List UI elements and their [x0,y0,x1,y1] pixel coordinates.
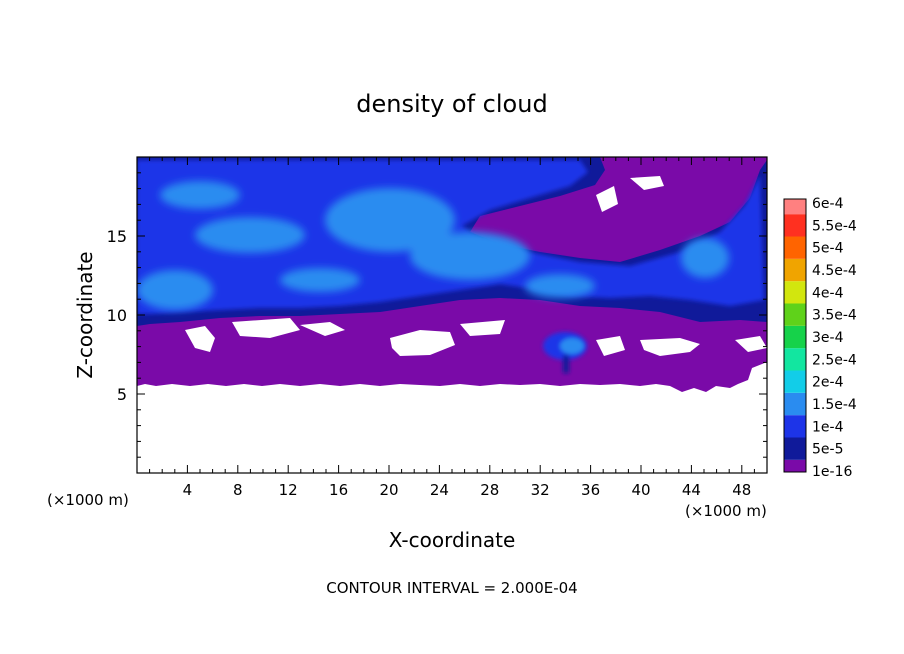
x-tick-label: 16 [329,481,348,499]
colorbar-swatch [784,459,806,472]
colorbar-label: 6e-4 [812,196,844,212]
colorbar-label: 3.5e-4 [812,308,857,324]
colorbar-swatch [784,348,806,371]
x-unit-right: (×1000 m) [685,502,767,520]
colorbar-swatch [784,370,806,393]
colorbar-swatch [784,214,806,237]
clear-air-gaps [185,176,767,356]
colorbar-swatch [784,415,806,438]
colorbar-label: 1e-16 [812,464,852,480]
colorbar-label: 5.5e-4 [812,218,857,234]
colorbar-frame [783,198,807,473]
x-tick-label: 20 [379,481,398,499]
x-tick-label: 36 [581,481,600,499]
colorbar-swatch [784,258,806,282]
colorbar-label: 1e-4 [812,419,844,435]
colorbar-swatch [784,236,806,259]
colorbar-label: 3e-4 [812,330,844,346]
colorbar-label: 5e-5 [812,442,843,458]
x-tick-label: 4 [183,481,193,499]
y-tick-label: 5 [117,385,127,404]
chart-title: density of cloud [356,90,547,118]
x-tick-label: 32 [531,481,550,499]
x-tick-labels: 4 8 12 16 20 24 28 32 36 40 44 48 [183,481,752,499]
colorbar-label: 1.5e-4 [812,397,857,413]
y-axis-label: Z-coordinate [73,251,97,378]
colorbar-swatch [784,281,806,304]
x-tick-label: 28 [480,481,499,499]
colorbar-label: 5e-4 [812,241,844,257]
x-tick-label: 24 [430,481,449,499]
convective-cell [543,332,587,373]
colorbar-label: 4e-4 [812,285,844,301]
colorbar-swatch [784,392,806,416]
plot-area [137,157,767,392]
x-tick-label: 12 [279,481,298,499]
y-tick-label: 15 [107,227,127,246]
colorbar-label: 4.5e-4 [812,263,857,279]
colorbar-label: 2e-4 [812,375,844,391]
cloud-core-patches [137,181,729,310]
x-tick-label: 48 [732,481,751,499]
colorbar-label: 2.5e-4 [812,352,857,368]
contour-interval-label: CONTOUR INTERVAL = 2.000E-04 [326,579,577,597]
x-tick-label: 8 [233,481,243,499]
y-tick-label: 10 [107,306,127,325]
tick-marks [137,157,767,473]
colorbar-swatch [784,303,806,326]
colorbar-swatch [784,437,806,460]
x-tick-label: 40 [631,481,650,499]
x-tick-label: 44 [682,481,701,499]
colorbar-swatch [784,325,806,349]
colorbar-swatch [784,199,806,215]
y-tick-labels: 5 10 15 [107,227,127,404]
colorbar: 1e-16 5e-5 1e-4 1.5e-4 2e-4 2.5e-4 3e-4 3.5e-4 4… [783,196,857,480]
x-axis-label: X-coordinate [389,528,516,552]
x-unit-left: (×1000 m) [47,491,129,509]
plot-frame [136,156,768,474]
